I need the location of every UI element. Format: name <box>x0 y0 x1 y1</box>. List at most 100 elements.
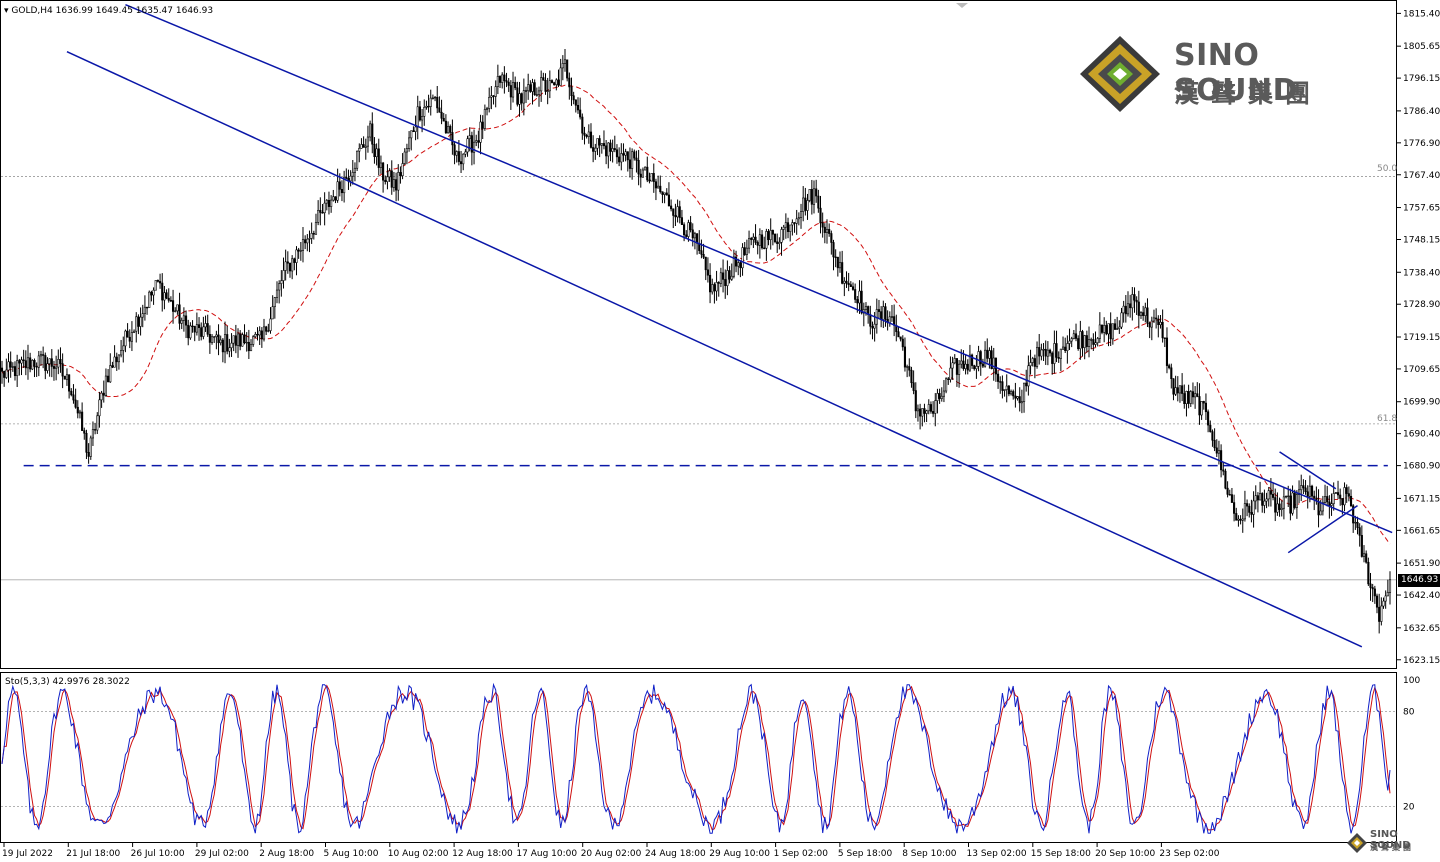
candle-body <box>877 309 881 312</box>
candle-body <box>223 334 227 353</box>
candle-body <box>871 325 874 329</box>
candle-body <box>1144 307 1147 316</box>
candlesticks <box>0 48 1392 634</box>
price-tick-label: 1805.65 <box>1403 42 1440 52</box>
candle-body <box>72 394 75 401</box>
stoch-tick-label: 80 <box>1403 708 1415 718</box>
candle-body <box>1259 493 1262 501</box>
candle-body <box>732 256 735 277</box>
candle-body <box>990 350 993 370</box>
candle-body <box>1360 535 1363 557</box>
candle-body <box>221 339 224 353</box>
time-tick-label: 5 Aug 10:00 <box>324 849 379 859</box>
candle-body <box>1319 510 1322 516</box>
candle-body <box>882 306 885 320</box>
symbol-label: GOLD,H4 <box>11 6 53 16</box>
candle-body <box>280 280 283 284</box>
candle-body <box>451 132 454 146</box>
candle-body <box>717 282 720 284</box>
candle-body <box>293 258 296 263</box>
candle-body <box>447 126 450 134</box>
candle-body <box>1352 505 1355 524</box>
stochastic-oscillator: 100 80 20 <box>1 676 1420 834</box>
candle-body <box>1042 348 1045 351</box>
candle-body <box>1170 367 1173 380</box>
candle-body <box>722 272 725 280</box>
candle-body <box>771 230 774 235</box>
candle-body <box>1064 346 1067 351</box>
candle-body <box>494 86 497 97</box>
candle-body <box>202 326 205 337</box>
candle-body <box>440 111 443 119</box>
candle-body <box>750 238 753 240</box>
candle-body <box>282 270 285 281</box>
candle-body <box>1347 493 1350 497</box>
candle-body <box>24 360 27 369</box>
candle-body <box>1137 301 1140 316</box>
candle-body <box>1098 324 1101 339</box>
candle-body <box>919 408 922 417</box>
candle-body <box>388 170 391 178</box>
dropdown-triangle-icon[interactable]: ▾ <box>4 6 9 16</box>
candle-body <box>325 200 328 204</box>
scroll-marker-icon[interactable] <box>956 3 968 8</box>
candle-body <box>988 350 991 359</box>
candle-body <box>609 142 612 152</box>
price-tick-label: 1642.40 <box>1403 591 1440 601</box>
candle-body <box>7 361 10 371</box>
candle-body <box>16 360 19 377</box>
candle-body <box>711 284 714 293</box>
candle-body <box>228 347 231 352</box>
candle-body <box>475 140 478 143</box>
candle-body <box>230 342 233 349</box>
candle-body <box>1085 335 1088 347</box>
candle-body <box>1174 387 1177 395</box>
candle-body <box>269 318 272 331</box>
candle-body <box>1077 338 1080 350</box>
candle-body <box>431 97 434 99</box>
candle-body <box>955 358 958 375</box>
candle-body <box>22 359 25 361</box>
candle-body <box>880 311 883 320</box>
candle-body <box>830 233 833 243</box>
candle-body <box>135 316 138 332</box>
candle-body <box>464 151 467 155</box>
candle-body <box>925 410 928 414</box>
candle-body <box>243 334 246 343</box>
candle-body <box>104 375 107 396</box>
candle-body <box>994 357 997 375</box>
candle-body <box>1068 340 1071 344</box>
candle-body <box>1020 401 1023 404</box>
candle-body <box>1202 401 1205 404</box>
price-tick-label: 1709.65 <box>1403 365 1440 375</box>
candle-body <box>390 170 393 188</box>
candle-body <box>860 290 863 314</box>
candle-body <box>340 189 344 194</box>
candle-body <box>345 176 348 179</box>
candle-body <box>960 360 963 365</box>
candle-body <box>1373 588 1376 597</box>
candle-body <box>784 222 787 228</box>
candle-body <box>180 320 183 324</box>
candle-body <box>193 326 196 333</box>
candle-body <box>1120 312 1123 328</box>
candle-body <box>563 59 567 64</box>
candle-body <box>462 153 465 165</box>
candle-body <box>789 224 792 232</box>
candle-body <box>154 280 157 291</box>
stoch-main-line <box>1 682 1391 834</box>
candle-body <box>981 363 984 367</box>
candle-body <box>587 131 590 137</box>
candle-body <box>1280 507 1283 510</box>
candle-body <box>589 131 593 148</box>
candle-body <box>33 360 36 367</box>
candle-body <box>838 262 842 269</box>
candle-body <box>765 231 768 249</box>
candle-body <box>592 147 595 152</box>
candle-body <box>416 106 419 128</box>
candle-body <box>659 185 662 192</box>
candle-body <box>1092 339 1095 345</box>
candle-body <box>317 210 320 223</box>
candle-body <box>1081 331 1084 348</box>
